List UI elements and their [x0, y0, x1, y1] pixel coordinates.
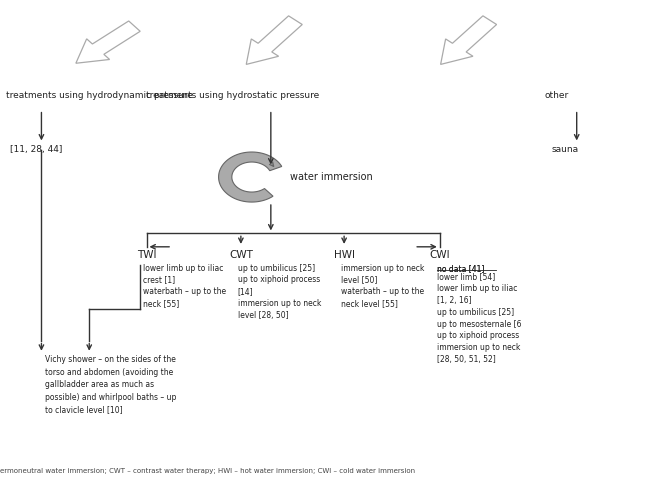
Text: ermoneutral water immersion; CWT – contrast water therapy; HWI – hot water immer: ermoneutral water immersion; CWT – contr…	[0, 468, 415, 474]
Polygon shape	[76, 21, 140, 63]
Text: other: other	[545, 91, 569, 100]
Text: no data [41]: no data [41]	[437, 264, 484, 272]
Text: immersion up to neck
level [50]
waterbath – up to the
neck level [55]: immersion up to neck level [50] waterbat…	[341, 264, 424, 308]
Text: TWI: TWI	[137, 250, 156, 260]
Polygon shape	[246, 16, 303, 64]
Text: CWT: CWT	[229, 250, 253, 260]
Text: [11, 28, 44]: [11, 28, 44]	[10, 145, 62, 154]
Text: no data [41]: no data [41]	[437, 264, 484, 272]
Text: lower limb up to iliac
crest [1]
waterbath – up to the
neck [55]: lower limb up to iliac crest [1] waterba…	[143, 264, 226, 308]
Text: HWI: HWI	[333, 250, 355, 260]
Text: lower limb [54]
lower limb up to iliac
[1, 2, 16]
up to umbilicus [25]
up to mes: lower limb [54] lower limb up to iliac […	[437, 272, 521, 364]
Polygon shape	[219, 152, 282, 202]
Text: Vichy shower – on the sides of the
torso and abdomen (avoiding the
gallbladder a: Vichy shower – on the sides of the torso…	[45, 355, 176, 414]
Text: sauna: sauna	[551, 145, 579, 154]
Text: up to umbilicus [25]
up to xiphoid process
[14]
immersion up to neck
level [28, : up to umbilicus [25] up to xiphoid proce…	[238, 264, 321, 320]
Text: treatments using hydrostatic pressure: treatments using hydrostatic pressure	[146, 91, 319, 100]
Text: water immersion: water immersion	[290, 172, 373, 182]
Text: treatments using hydrodynamic pressure: treatments using hydrodynamic pressure	[6, 91, 193, 100]
Polygon shape	[441, 16, 497, 64]
Text: CWI: CWI	[430, 250, 450, 260]
